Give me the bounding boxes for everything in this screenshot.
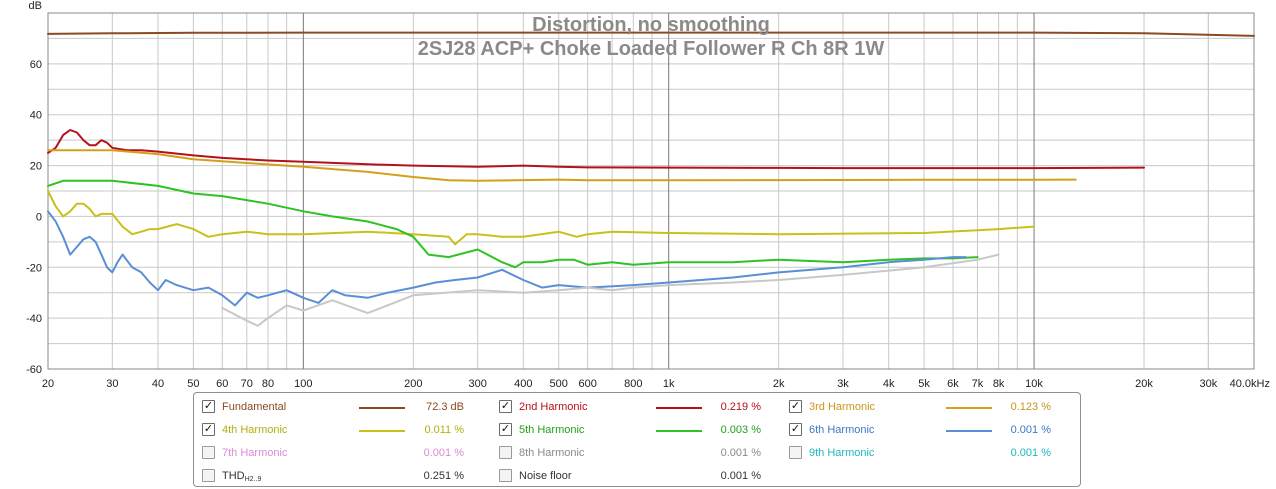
y-tick-label: 20 bbox=[30, 161, 42, 173]
x-tick-label: 2k bbox=[773, 378, 785, 390]
checkbox-6th-harmonic[interactable]: ✓ bbox=[789, 423, 802, 436]
checkbox-thd[interactable] bbox=[202, 469, 215, 482]
legend-item-fundamental: ✓ Fundamental 72.3 dB bbox=[202, 397, 482, 417]
x-tick-label: 300 bbox=[468, 378, 486, 390]
x-tick-label: 80 bbox=[262, 378, 274, 390]
x-tick-label: 600 bbox=[578, 378, 596, 390]
legend-value: 0.003 % bbox=[720, 424, 761, 436]
legend-swatch bbox=[656, 407, 702, 409]
checkbox-2nd-harmonic[interactable]: ✓ bbox=[499, 400, 512, 413]
legend-item-6th-harmonic: ✓ 6th Harmonic 0.001 % bbox=[789, 420, 1069, 440]
checkbox-3rd-harmonic[interactable]: ✓ bbox=[789, 400, 802, 413]
x-tick-label: 200 bbox=[404, 378, 422, 390]
y-tick-label: -40 bbox=[26, 313, 42, 325]
legend-label: 2nd Harmonic bbox=[519, 401, 588, 413]
legend-item-8th-harmonic: 8th Harmonic 0.001 % bbox=[499, 443, 779, 463]
x-tick-label: 4k bbox=[883, 378, 895, 390]
legend-item-4th-harmonic: ✓ 4th Harmonic 0.011 % bbox=[202, 420, 482, 440]
x-tick-label: 30k bbox=[1199, 378, 1217, 390]
legend-item-thd: THDH2..9 0.251 % bbox=[202, 466, 482, 486]
y-tick-label: 60 bbox=[30, 59, 42, 71]
legend-item-noise-floor: Noise floor 0.001 % bbox=[499, 466, 779, 486]
legend-label: 9th Harmonic bbox=[809, 447, 875, 459]
legend-label: 8th Harmonic bbox=[519, 447, 585, 459]
checkbox-8th-harmonic[interactable] bbox=[499, 446, 512, 459]
chart-title: Distortion, no smoothing bbox=[532, 14, 770, 36]
x-tick-label: 30 bbox=[106, 378, 118, 390]
x-tick-label: 400 bbox=[514, 378, 532, 390]
legend-swatch bbox=[946, 407, 992, 409]
x-tick-label: 7k bbox=[972, 378, 984, 390]
checkbox-4th-harmonic[interactable]: ✓ bbox=[202, 423, 215, 436]
legend-value: 72.3 dB bbox=[426, 401, 464, 413]
legend-label: Fundamental bbox=[222, 401, 287, 413]
x-tick-label: 5k bbox=[918, 378, 930, 390]
legend-label: 5th Harmonic bbox=[519, 424, 585, 436]
x-tick-label: 100 bbox=[294, 378, 312, 390]
chart-subtitle: 2SJ28 ACP+ Choke Loaded Follower R Ch 8R… bbox=[417, 38, 885, 60]
legend-label: THDH2..9 bbox=[222, 470, 262, 483]
checkbox-noise-floor[interactable] bbox=[499, 469, 512, 482]
legend-panel: ✓ Fundamental 72.3 dB ✓ 2nd Harmonic 0.219 % ✓… bbox=[193, 392, 1081, 487]
y-tick-label: -60 bbox=[26, 364, 42, 376]
legend-item-5th-harmonic: ✓ 5th Harmonic 0.003 % bbox=[499, 420, 779, 440]
y-tick-label: 40 bbox=[30, 110, 42, 122]
legend-label: Noise floor bbox=[519, 470, 572, 482]
x-tick-label: 800 bbox=[624, 378, 642, 390]
legend-label: 6th Harmonic bbox=[809, 424, 875, 436]
series-line-3rd-harmonic bbox=[47, 149, 1077, 182]
legend-item-3rd-harmonic: ✓ 3rd Harmonic 0.123 % bbox=[789, 397, 1069, 417]
series-line-5th-harmonic bbox=[47, 179, 979, 269]
x-tick-label: 1k bbox=[663, 378, 675, 390]
x-tick-label: 50 bbox=[187, 378, 199, 390]
series-line-6th-harmonic bbox=[47, 210, 967, 307]
x-tick-label: 20k bbox=[1135, 378, 1153, 390]
y-tick-label: -20 bbox=[26, 262, 42, 274]
series-line-noise-floor bbox=[221, 253, 1000, 327]
legend-value: 0.219 % bbox=[720, 401, 761, 413]
legend-value: 0.123 % bbox=[1010, 401, 1051, 413]
x-tick-label: 70 bbox=[241, 378, 253, 390]
legend-value: 0.001 % bbox=[720, 447, 761, 459]
legend-swatch bbox=[359, 430, 405, 432]
series-line-fundamental bbox=[47, 31, 1255, 37]
legend-value: 0.001 % bbox=[423, 447, 464, 459]
series-line-4th-harmonic bbox=[47, 190, 1035, 246]
legend-value: 0.251 % bbox=[423, 470, 464, 482]
legend-item-7th-harmonic: 7th Harmonic 0.001 % bbox=[202, 443, 482, 463]
checkbox-5th-harmonic[interactable]: ✓ bbox=[499, 423, 512, 436]
legend-value: 0.011 % bbox=[424, 424, 464, 436]
x-tick-label: 10k bbox=[1025, 378, 1043, 390]
legend-swatch bbox=[359, 407, 405, 409]
legend-label: 3rd Harmonic bbox=[809, 401, 876, 413]
y-axis-label: dB bbox=[29, 0, 42, 12]
x-tick-label: 40.0kHz bbox=[1230, 378, 1270, 390]
legend-item-9th-harmonic: 9th Harmonic 0.001 % bbox=[789, 443, 1069, 463]
legend-item-2nd-harmonic: ✓ 2nd Harmonic 0.219 % bbox=[499, 397, 779, 417]
legend-label: 4th Harmonic bbox=[222, 424, 288, 436]
checkbox-7th-harmonic[interactable] bbox=[202, 446, 215, 459]
checkbox-fundamental[interactable]: ✓ bbox=[202, 400, 215, 413]
x-tick-label: 6k bbox=[947, 378, 959, 390]
legend-swatch bbox=[656, 430, 702, 432]
legend-value: 0.001 % bbox=[1010, 447, 1051, 459]
x-tick-label: 60 bbox=[216, 378, 228, 390]
legend-value: 0.001 % bbox=[720, 470, 761, 482]
series-line-2nd-harmonic bbox=[47, 129, 1145, 170]
x-tick-label: 40 bbox=[152, 378, 164, 390]
x-tick-label: 8k bbox=[993, 378, 1005, 390]
legend-label: 7th Harmonic bbox=[222, 447, 288, 459]
y-tick-label: 0 bbox=[36, 211, 42, 223]
legend-swatch bbox=[946, 430, 992, 432]
legend-value: 0.001 % bbox=[1010, 424, 1051, 436]
x-tick-label: 20 bbox=[42, 378, 54, 390]
x-tick-label: 3k bbox=[837, 378, 849, 390]
checkbox-9th-harmonic[interactable] bbox=[789, 446, 802, 459]
x-tick-label: 500 bbox=[550, 378, 568, 390]
